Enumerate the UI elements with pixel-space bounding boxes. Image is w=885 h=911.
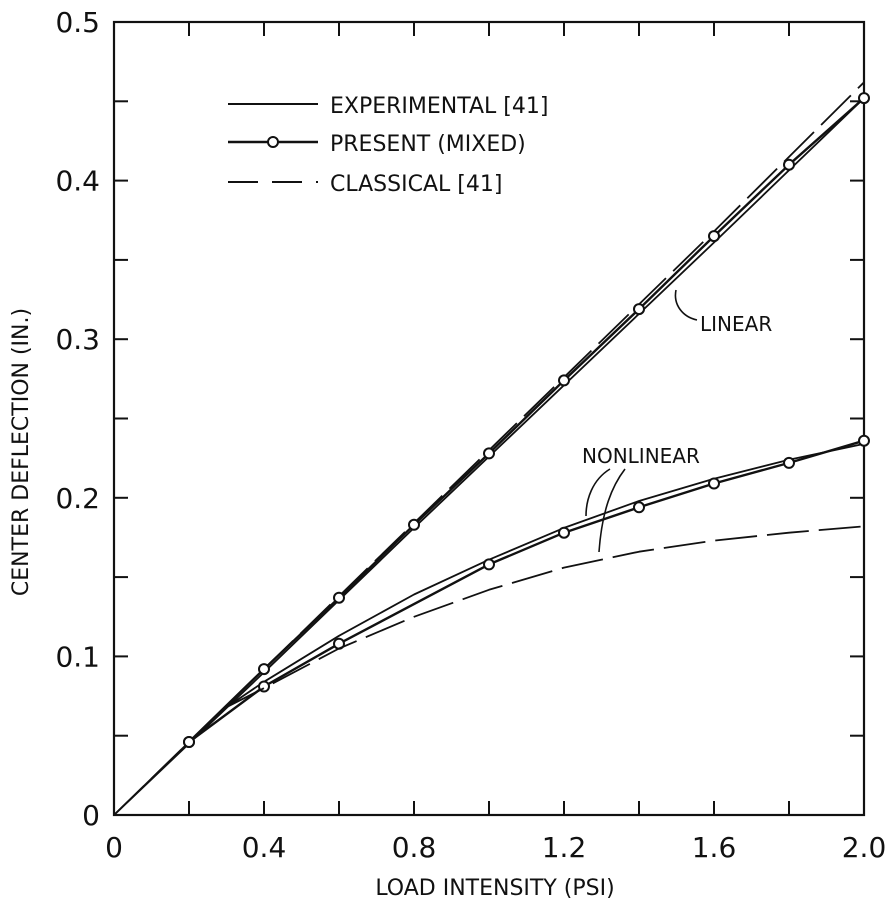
series-line-nonlinear-solid-circle [188,439,865,743]
data-point-linear [408,518,420,531]
data-point-linear [258,663,270,676]
axis-ticks [113,21,865,816]
annotation-nonlinear: NONLINEAR [582,444,700,468]
x-tick-label: 0.8 [392,831,437,864]
legend-label-experimental: EXPERIMENTAL [41] [330,94,548,119]
x-tick-label: 1.2 [542,831,587,864]
y-tick-label: 0 [82,799,100,832]
series-layer [113,81,870,816]
data-point-linear [558,374,570,387]
y-tick-label: 0.4 [55,165,100,198]
x-tick-label: 0.4 [242,831,287,864]
data-point-nonlinear [183,736,195,748]
annotation-nonlinear-leader-1 [585,468,611,517]
y-tick-label: 0.5 [55,6,100,39]
data-point-linear [483,447,495,460]
legend-label-classical: CLASSICAL [41] [330,172,502,197]
y-axis-title: CENTER DEFLECTION (IN.) [9,308,34,596]
y-tick-label: 0.3 [55,323,100,356]
annotations: LINEAR NONLINEAR [582,289,772,553]
series-line-nonlinear-dashed [226,525,865,709]
data-point-linear [708,230,720,243]
data-point-nonlinear [783,456,795,469]
legend: EXPERIMENTAL [41] PRESENT (MIXED) CLASSI… [228,94,548,197]
data-point-nonlinear [708,477,720,490]
data-point-linear [858,92,870,105]
series-line-nonlinear-solid [113,443,865,816]
legend-marker-present [267,136,279,148]
data-point-nonlinear [633,501,645,514]
x-tick-label: 2.0 [842,831,885,864]
data-point-nonlinear [483,558,495,571]
data-point-linear [633,303,645,316]
annotation-nonlinear-leader-2 [598,468,626,553]
x-axis-title: LOAD INTENSITY (PSI) [375,876,614,901]
annotation-linear-leader [674,289,698,321]
data-point-linear [333,591,345,604]
series-line-linear-solid-circle [188,97,865,743]
x-tick-label: 0 [105,831,123,864]
annotation-linear: LINEAR [700,312,772,336]
data-point-linear [783,158,795,171]
axis-tick-labels: 0 0.4 0.8 1.2 1.6 2.0 0 0.1 0.2 0.3 0.4 0.5 [55,6,885,864]
x-tick-label: 1.6 [692,831,737,864]
y-tick-label: 0.2 [55,482,100,515]
y-tick-label: 0.1 [55,640,100,673]
legend-label-present: PRESENT (MIXED) [330,132,526,157]
data-point-nonlinear [558,526,570,539]
data-point-nonlinear [858,434,870,447]
